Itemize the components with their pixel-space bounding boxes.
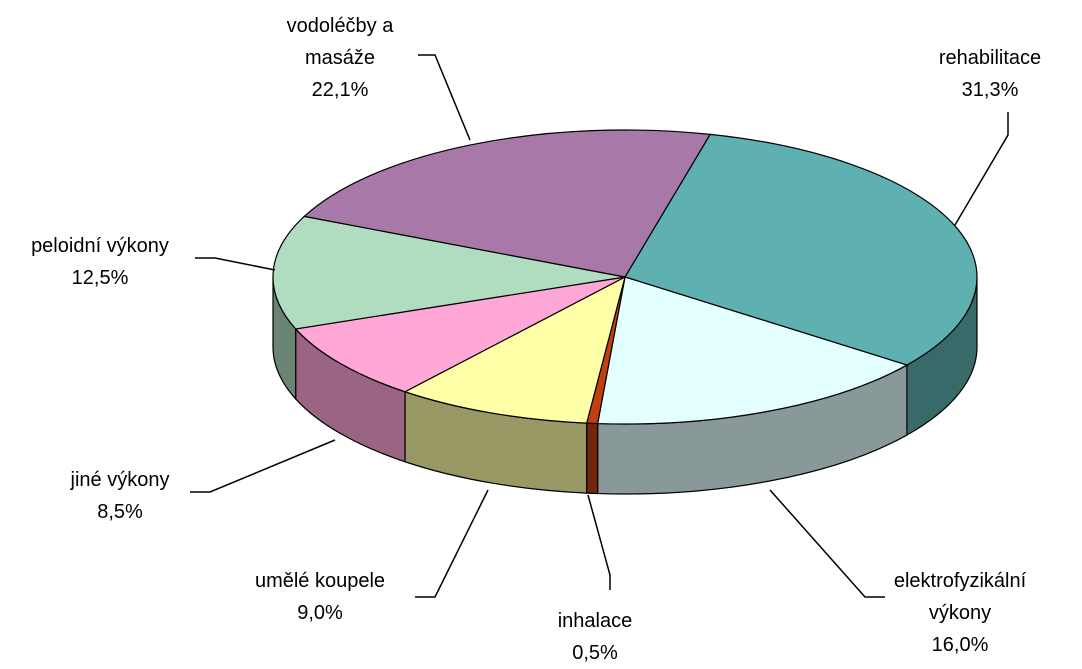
value-label: 8,5% — [97, 501, 143, 523]
category-label: vodoléčby a masáže — [286, 15, 394, 69]
slice-label: inhalace 0,5% — [535, 605, 655, 669]
slice-label: jiné výkony 8,5% — [40, 464, 200, 528]
leader-line — [195, 257, 276, 271]
tops — [272, 129, 978, 425]
category-label: inhalace — [557, 610, 633, 632]
slice — [624, 133, 978, 366]
value-label: 22,1% — [311, 79, 369, 101]
slice-side — [586, 422, 599, 495]
value-label: 9,0% — [297, 602, 343, 624]
leader-line — [587, 494, 611, 590]
slice — [403, 275, 626, 424]
leader-line — [418, 54, 471, 141]
value-label: 12,5% — [71, 267, 129, 289]
category-label: rehabilitace — [938, 47, 1042, 69]
slice-label: peloidní výkony 12,5% — [0, 230, 210, 294]
value-label: 0,5% — [572, 642, 618, 664]
leader-line — [954, 112, 1009, 226]
slice — [294, 276, 626, 393]
slice-label: umělé koupele 9,0% — [220, 565, 420, 629]
slice-label: rehabilitace 31,3% — [910, 42, 1070, 106]
leader-line — [769, 489, 885, 598]
category-label: elektrofyzikální výkony — [893, 570, 1027, 624]
slice-label: elektrofyzikální výkony 16,0% — [870, 565, 1050, 661]
category-label: peloidní výkony — [31, 235, 169, 257]
leader-line — [190, 439, 336, 493]
slice — [303, 129, 712, 278]
value-label: 31,3% — [961, 79, 1019, 101]
category-label: jiné výkony — [70, 469, 170, 491]
slice-label: vodoléčby a masáže 22,1% — [260, 10, 420, 106]
value-label: 16,0% — [931, 634, 989, 656]
slice — [272, 215, 626, 330]
leader-line — [415, 489, 489, 598]
category-label: umělé koupele — [254, 570, 386, 592]
slice — [596, 276, 909, 425]
